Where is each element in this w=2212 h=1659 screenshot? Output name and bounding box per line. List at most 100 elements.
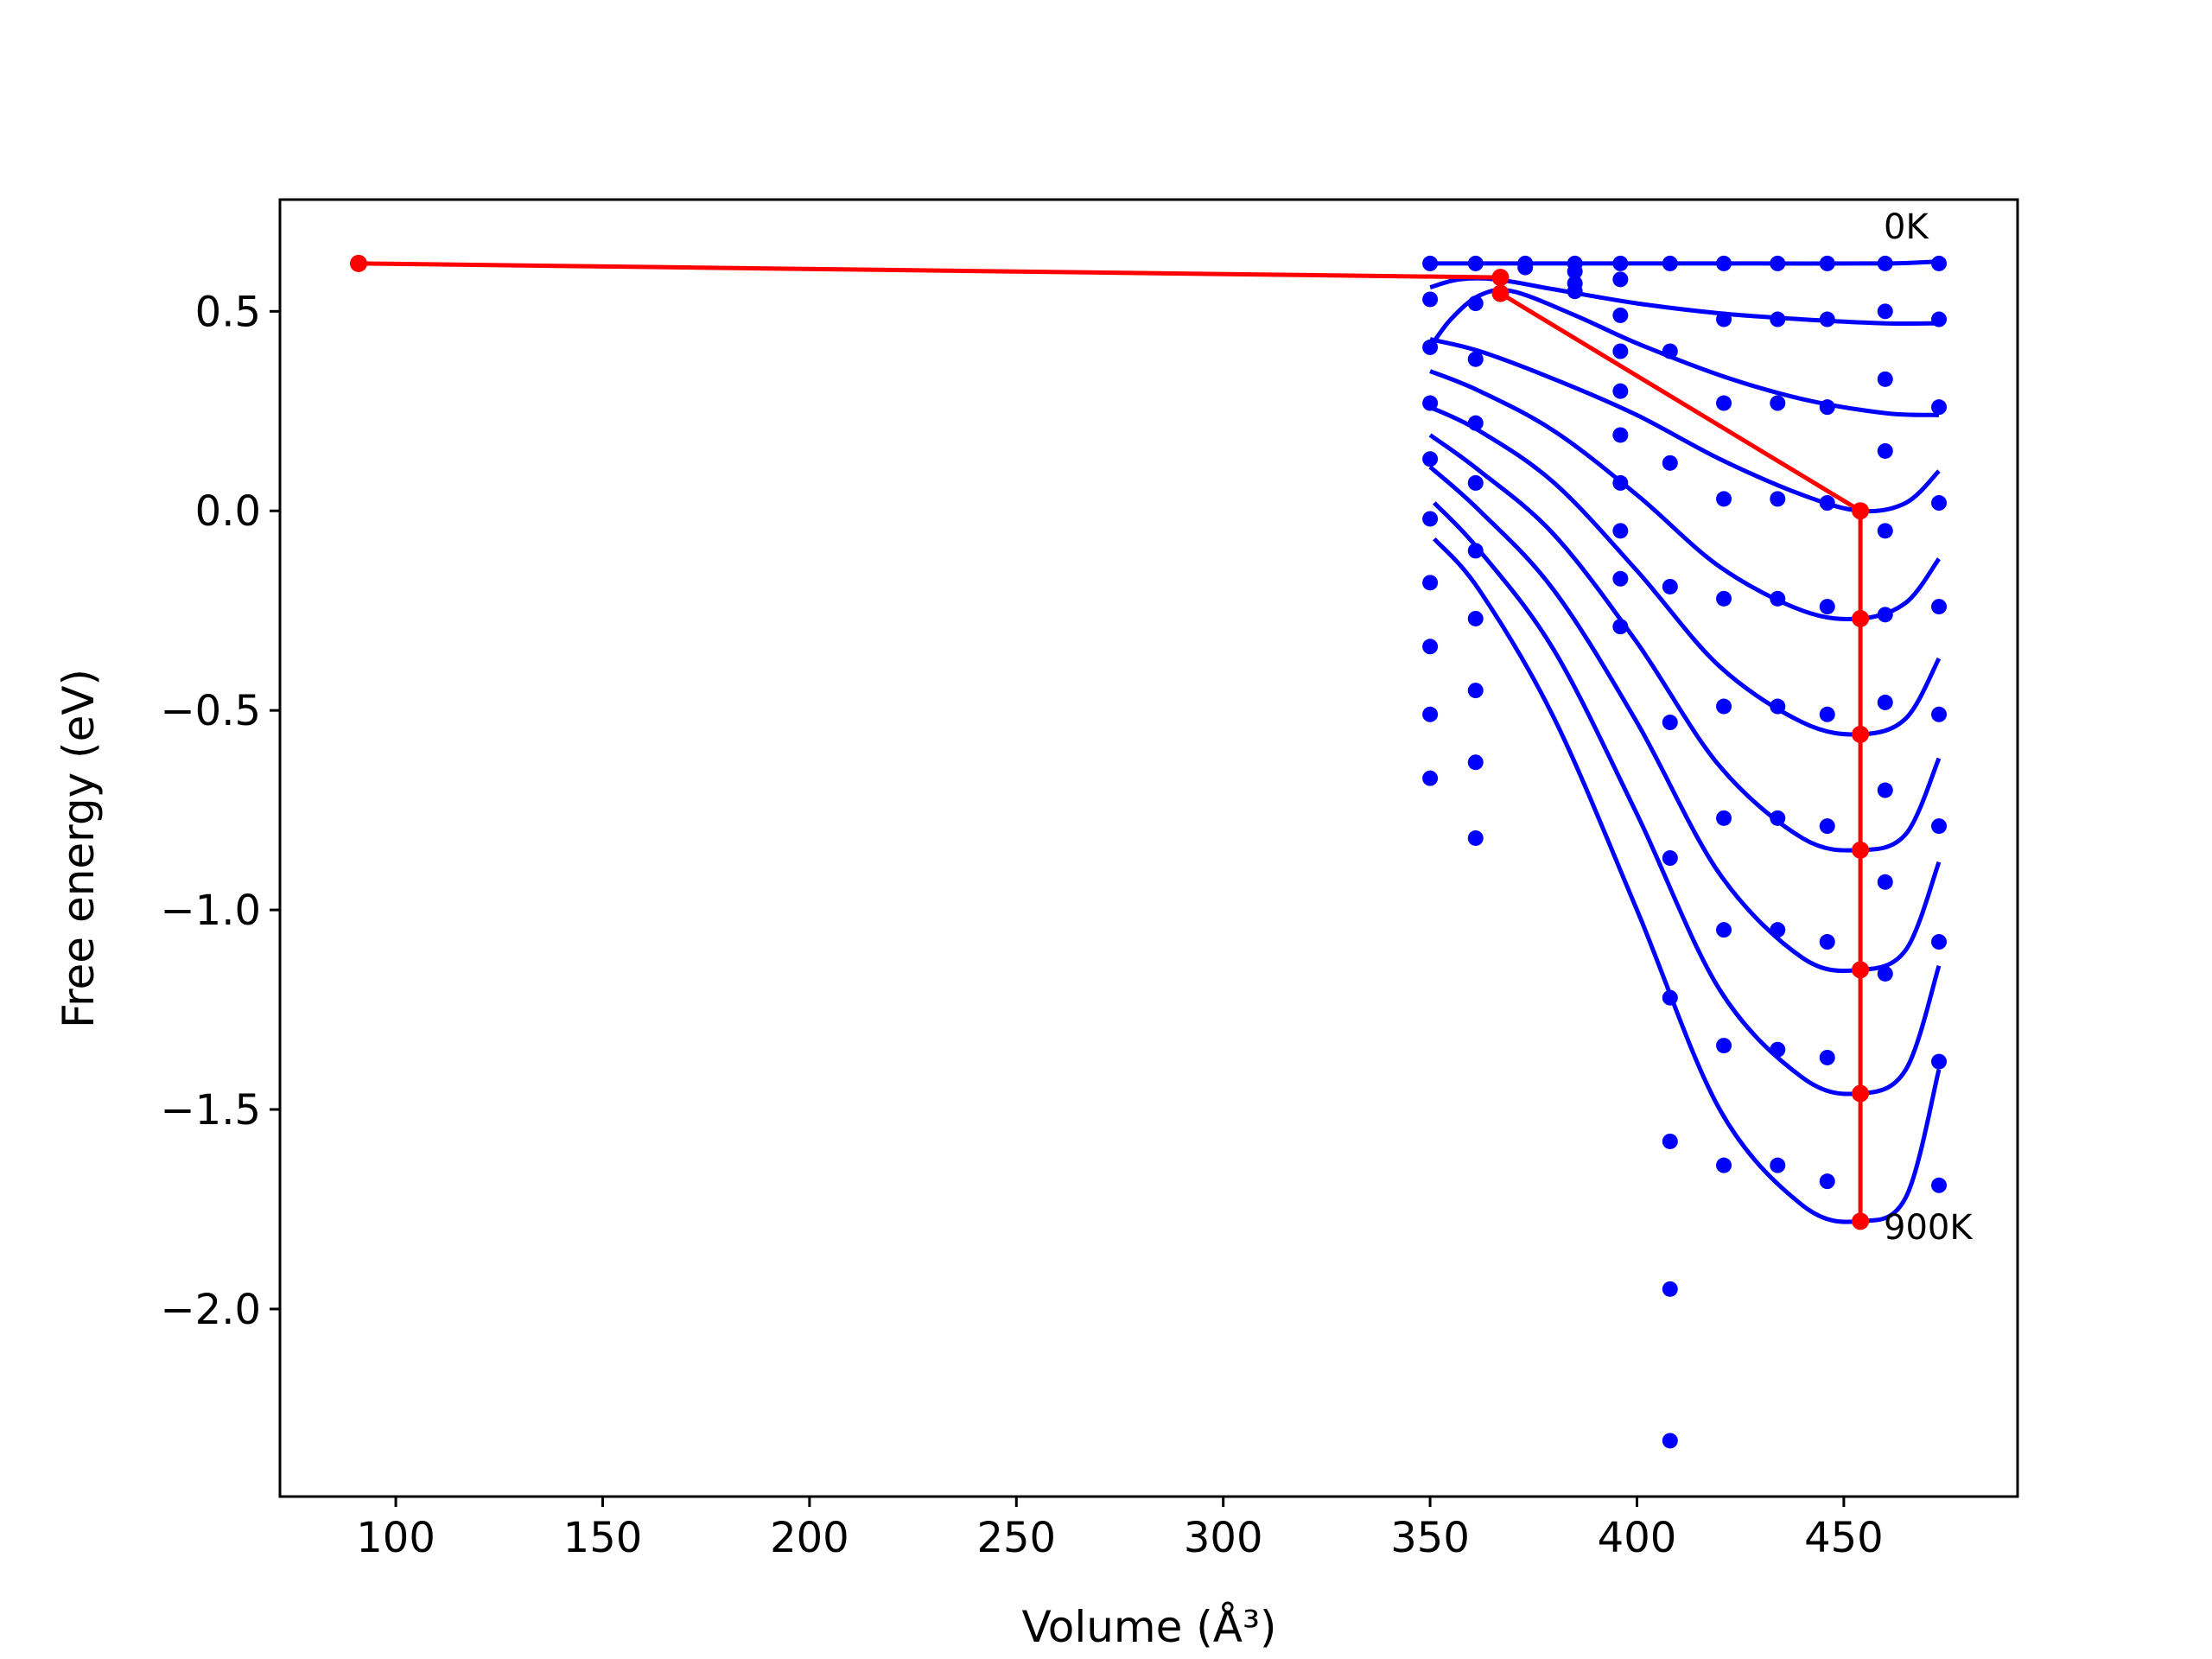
data-point [1612,427,1629,443]
data-point [1819,599,1835,615]
data-point [1931,399,1948,416]
y-tick-label: −0.5 [160,687,261,735]
data-point [1877,694,1893,710]
fit-curve-0 [1430,259,1940,266]
minimum-point [1852,725,1870,743]
x-tick-label: 400 [1598,1514,1677,1562]
minimum-point [1852,961,1870,979]
data-point [1467,543,1484,559]
data-point [1716,698,1732,715]
y-tick-label: 0.5 [195,288,261,336]
y-axis-label: Free energy (eV) [54,669,104,1028]
data-point [1716,311,1732,327]
minimum-point [1852,1212,1870,1230]
data-point [1931,706,1948,722]
data-point [1467,683,1484,699]
y-tick-label: −1.5 [160,1086,261,1135]
data-point [1770,1157,1786,1173]
data-point [1422,291,1439,308]
data-point [1662,989,1678,1006]
data-point [1422,339,1439,355]
data-point [1716,395,1732,411]
y-tick-label: 0.0 [195,487,261,536]
minimum-point [1491,269,1510,287]
data-point [1612,307,1629,323]
minimum-point [1852,609,1870,627]
x-tick-label: 150 [563,1514,643,1562]
data-point [1819,255,1835,271]
fit-curve-3 [1429,337,1941,514]
data-point [1877,607,1893,623]
data-point [1662,850,1678,867]
data-point [1716,922,1732,938]
data-point [1422,575,1439,591]
minimum-point [1852,1084,1870,1103]
data-point [1877,782,1893,798]
data-point [1931,599,1948,615]
data-point [1770,922,1786,938]
x-tick-label: 250 [976,1514,1056,1562]
data-point [1931,1177,1948,1193]
data-point [1662,343,1678,359]
data-point [1877,874,1893,890]
data-point [1422,639,1439,655]
data-point [1422,255,1439,271]
data-point [1770,491,1786,507]
fit-curve-6 [1428,433,1942,853]
data-point [1877,255,1893,271]
data-point [1716,1157,1732,1173]
data-point [1662,454,1678,471]
data-point [1770,1041,1786,1058]
data-point [1612,383,1629,399]
minimum-point [1852,841,1870,859]
data-point [1931,818,1948,835]
data-point [1716,255,1732,271]
data-point [1467,296,1484,312]
minimum-point [1491,284,1510,302]
data-point [1467,351,1484,367]
data-point [1877,523,1893,539]
data-point [1517,259,1534,276]
fit-curve-7 [1428,465,1942,974]
data-point [1662,1433,1678,1449]
data-point [1770,395,1786,411]
data-point [1422,511,1439,527]
axes-frame [278,198,2019,1498]
data-point [1770,698,1786,715]
y-tick-label: −2.0 [160,1286,261,1334]
x-tick-label: 200 [770,1514,849,1562]
data-point [1716,491,1732,507]
data-point [1931,495,1948,512]
data-point [1662,1281,1678,1297]
data-point [1819,399,1835,416]
data-point [1612,271,1629,288]
data-point [1716,810,1732,826]
data-point [1612,523,1629,539]
x-tick-label: 100 [356,1514,435,1562]
fit-curve-9 [1433,537,1942,1224]
fit-curve-5 [1429,404,1942,737]
data-point [1422,706,1439,722]
data-point [1467,474,1484,491]
data-point [1819,818,1835,835]
x-tick-labels: 100 150 200 250 300 350 400 450 [356,1514,1883,1562]
x-tick-label: 300 [1184,1514,1263,1562]
data-point [1877,965,1893,982]
data-point [1662,715,1678,731]
data-point [1770,255,1786,271]
data-point [1716,590,1732,607]
data-point [1422,395,1439,411]
plot-area [349,254,1948,1449]
data-point [1422,451,1439,467]
data-point [1716,1038,1732,1054]
data-point [1422,770,1439,786]
annotation-0K: 0K [1884,207,1929,247]
data-point [1662,1133,1678,1149]
data-point [1770,590,1786,607]
data-point [1819,706,1835,722]
data-point [1877,371,1893,387]
data-point [1877,442,1893,459]
data-point [1819,934,1835,950]
y-tick-label: −1.0 [160,887,261,935]
